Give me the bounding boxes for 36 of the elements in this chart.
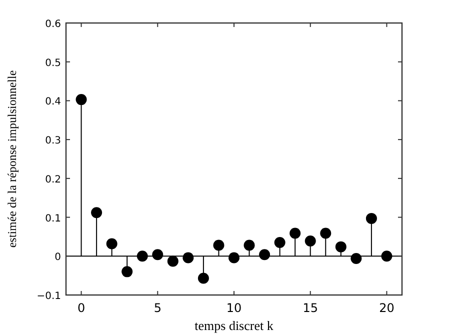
point (198, 272, 209, 284)
point (152, 249, 164, 260)
y-tick-label: 0.4 (45, 96, 61, 108)
y-tick-label: −0.1 (36, 291, 61, 302)
point (106, 238, 118, 250)
point (320, 228, 332, 239)
point (335, 241, 346, 252)
point (91, 207, 102, 218)
point (167, 256, 178, 267)
point (182, 252, 194, 264)
x-tick-label: 10 (226, 301, 242, 315)
x-tick-label: 15 (302, 301, 318, 315)
y-tick-label: 0.6 (45, 19, 61, 30)
point (76, 94, 87, 106)
point (259, 249, 270, 260)
point (274, 237, 286, 248)
point (290, 228, 301, 239)
y-tick-label: 0.2 (45, 174, 61, 186)
point (366, 212, 377, 224)
point (244, 240, 255, 251)
point (122, 266, 133, 278)
y-tick-label: 0.5 (45, 58, 61, 69)
point (304, 235, 316, 246)
point (213, 240, 224, 251)
x-axis-title: temps discret k (194, 318, 274, 333)
x-tick-label: 0 (77, 301, 86, 315)
y-tick-label: 0 (54, 252, 61, 264)
x-tick-label: 5 (154, 301, 162, 315)
point (350, 252, 362, 264)
y-axis-title: estimée de la réponse impulsionnelle (5, 70, 19, 248)
y-tick-label: 0.3 (45, 136, 61, 147)
y-tick-label: 0.1 (45, 213, 61, 224)
x-tick-label: 20 (379, 301, 394, 315)
point (228, 252, 240, 264)
point (381, 250, 392, 262)
point (136, 250, 148, 262)
